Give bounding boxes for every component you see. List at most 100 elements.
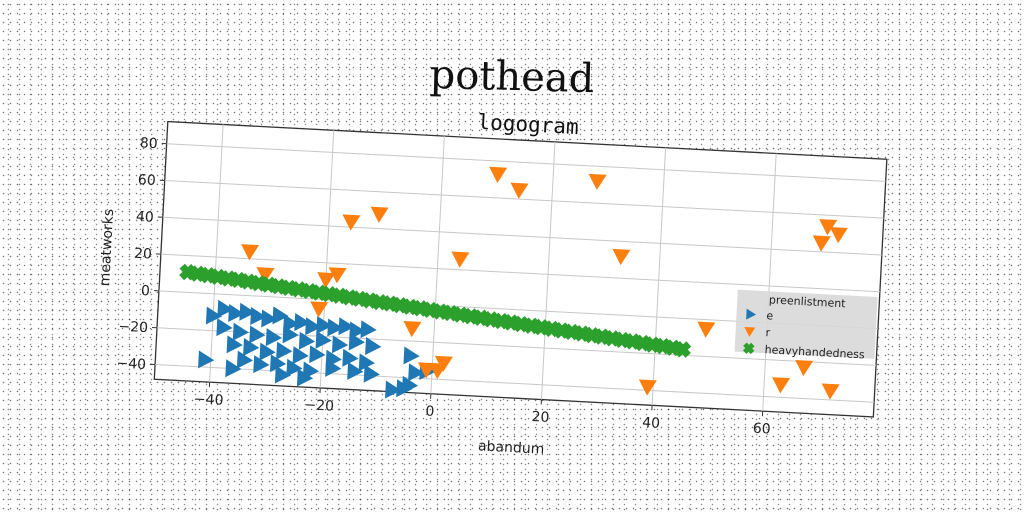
- data-point-e: [325, 358, 342, 377]
- data-point-e: [276, 341, 293, 360]
- data-point-heavyhandedness: [674, 340, 692, 358]
- data-point-e: [403, 346, 420, 365]
- data-point-e: [259, 342, 276, 361]
- data-point-r: [819, 219, 838, 236]
- data-point-e: [217, 299, 234, 318]
- legend-marker-e: [746, 308, 757, 320]
- y-tick-label: 40: [136, 209, 155, 226]
- y-tick-label: 0: [141, 283, 151, 299]
- data-point-e: [348, 332, 365, 351]
- y-grid-line: [156, 327, 877, 366]
- data-point-e: [296, 368, 314, 387]
- data-point-e: [253, 355, 270, 374]
- data-point-e: [360, 320, 377, 339]
- series-r: [241, 166, 848, 400]
- y-grid-line: [155, 364, 875, 403]
- data-point-r: [342, 214, 361, 231]
- legend-label-r: r: [765, 326, 771, 339]
- data-point-r: [612, 248, 631, 266]
- x-axis-label: abandum: [478, 438, 545, 457]
- data-point-e: [396, 379, 413, 398]
- data-point-e: [265, 328, 282, 347]
- x-grid-line: [540, 141, 556, 400]
- y-grid-line: [166, 143, 886, 182]
- data-point-e: [358, 353, 375, 372]
- data-point-e: [292, 346, 309, 365]
- x-tick-label: −40: [194, 391, 224, 409]
- x-grid-line: [430, 136, 445, 394]
- data-point-r: [795, 359, 814, 377]
- data-point-e: [269, 354, 287, 373]
- data-point-r: [772, 377, 791, 394]
- series-layer: [179, 166, 848, 400]
- data-point-r: [829, 227, 848, 244]
- legend: preenlistment er heavyhandedness: [734, 289, 878, 361]
- data-point-e: [294, 313, 311, 332]
- data-point-e: [239, 302, 256, 321]
- data-point-e: [331, 335, 349, 354]
- data-point-r: [256, 267, 275, 284]
- data-point-r: [638, 379, 657, 396]
- y-grid-line: [164, 180, 884, 219]
- data-point-e: [226, 335, 243, 354]
- legend-marker-r: [744, 326, 756, 337]
- data-point-e: [225, 359, 242, 378]
- data-point-r: [821, 383, 840, 400]
- x-tick-label: 40: [642, 415, 661, 432]
- x-tick-label: 20: [531, 409, 550, 426]
- data-point-r: [310, 301, 329, 318]
- tick-labels: −40 −20 0 20 40 60 −40 −20 0 20 40 60 80: [116, 135, 771, 438]
- series-heavyhandedness: [179, 263, 692, 358]
- data-point-r: [317, 272, 336, 289]
- data-point-e: [249, 325, 266, 344]
- grid-lines: [150, 124, 886, 417]
- data-point-r: [403, 320, 422, 338]
- data-point-r: [489, 166, 508, 183]
- y-axis-label: meatworks: [97, 208, 117, 286]
- data-point-e: [286, 358, 303, 377]
- y-tick-label: −20: [118, 319, 148, 337]
- legend-marker-heavyhandedness: [742, 342, 755, 355]
- data-point-e: [309, 345, 326, 364]
- x-grid-line: [209, 124, 224, 383]
- data-point-e: [347, 361, 364, 380]
- data-point-e: [365, 337, 382, 356]
- data-point-r: [510, 182, 529, 199]
- data-point-e: [250, 307, 267, 326]
- data-point-r: [429, 362, 447, 380]
- data-point-e: [338, 317, 355, 336]
- data-point-e: [198, 350, 215, 369]
- data-point-e: [236, 350, 254, 369]
- legend-entries: er heavyhandedness: [742, 308, 865, 361]
- x-grid-line: [762, 153, 777, 412]
- data-point-r: [328, 267, 347, 284]
- x-tick-label: 0: [425, 404, 435, 420]
- data-point-e: [315, 330, 332, 349]
- data-point-e: [385, 380, 402, 399]
- data-point-e: [342, 348, 359, 367]
- data-point-e: [228, 304, 245, 323]
- y-tick-label: −40: [116, 356, 146, 374]
- data-point-e: [316, 316, 333, 335]
- data-point-r: [697, 321, 716, 338]
- data-point-e: [243, 338, 260, 357]
- legend-title: preenlistment: [769, 293, 847, 310]
- data-point-e: [216, 318, 233, 337]
- data-point-r: [451, 251, 470, 268]
- y-grid-line: [162, 216, 882, 256]
- data-point-e: [298, 331, 316, 350]
- data-point-e: [408, 363, 425, 382]
- data-point-e: [282, 325, 299, 344]
- y-grid-line: [160, 253, 880, 293]
- x-tick-label: 60: [752, 421, 771, 438]
- data-point-e: [305, 317, 322, 336]
- data-point-e: [272, 306, 289, 325]
- y-tick-label: 60: [137, 172, 156, 189]
- data-point-e: [327, 318, 344, 337]
- data-point-e: [232, 322, 249, 341]
- chart-plot-group: −40 −20 0 20 40 60 −40 −20 0 20 40 60 80 logogram ab…: [97, 110, 888, 458]
- legend-label-heavyhandedness: heavyhandedness: [764, 343, 865, 361]
- legend-box: [734, 289, 878, 359]
- legend-label-e: e: [766, 309, 774, 322]
